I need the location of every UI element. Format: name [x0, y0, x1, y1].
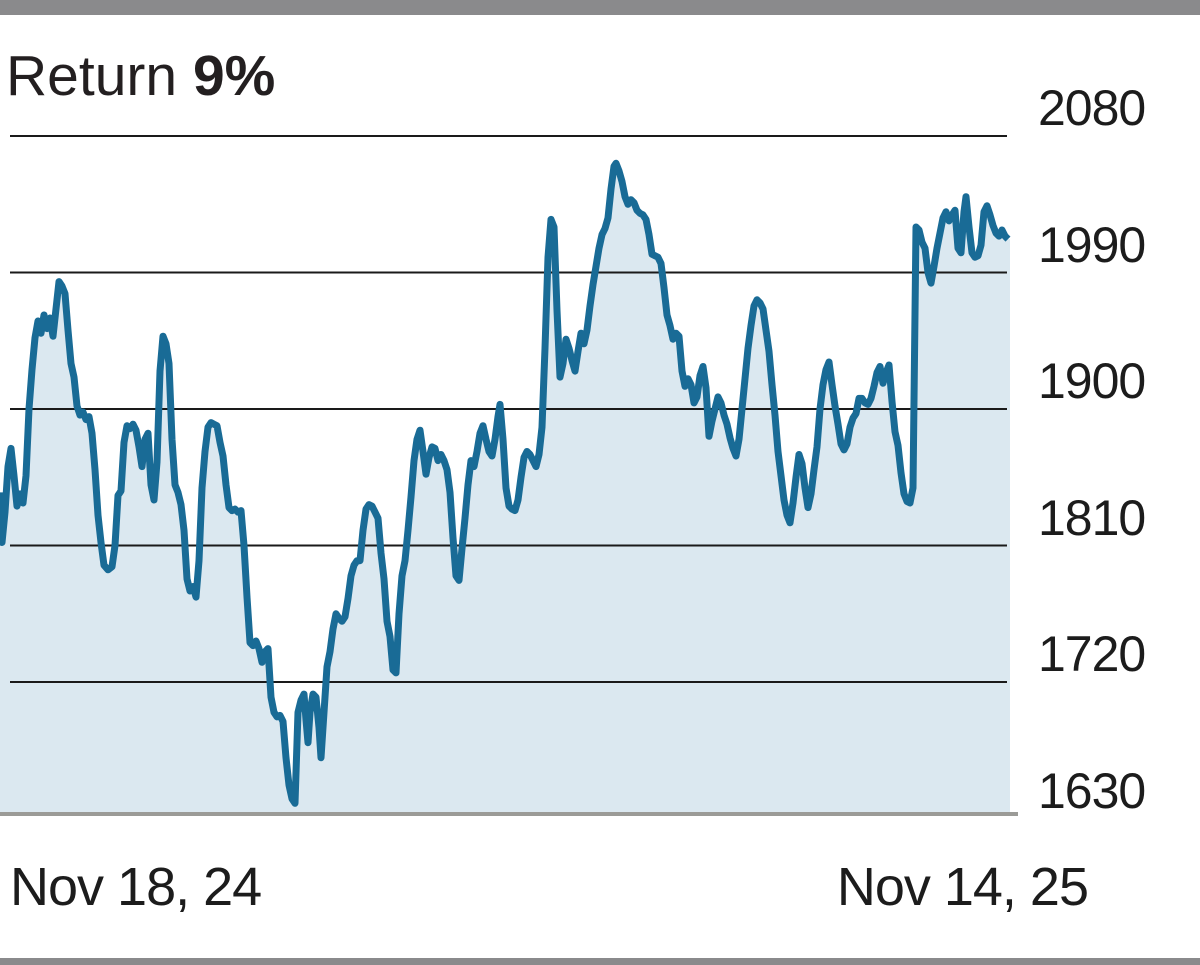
bottom-frame-bar	[0, 958, 1200, 965]
chart-title-text: Return	[6, 44, 178, 108]
chart-return-value: 9%	[192, 44, 276, 108]
x-axis-end-label: Nov 14, 25	[836, 857, 1089, 917]
top-frame-bar	[0, 0, 1200, 15]
x-axis-start-label: Nov 18, 24	[10, 857, 262, 917]
chart-title: Return 9%	[6, 48, 275, 105]
price-line	[0, 159, 1011, 807]
